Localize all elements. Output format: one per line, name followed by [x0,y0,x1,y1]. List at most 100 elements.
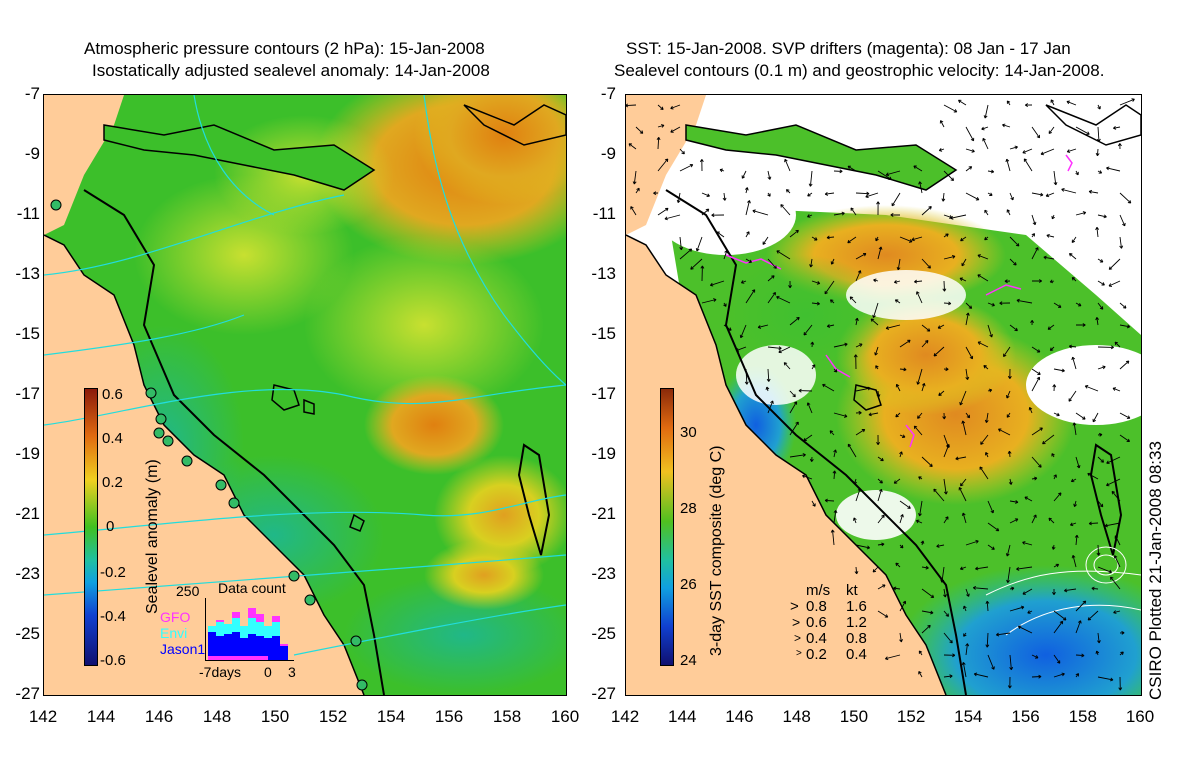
velocity-arrow [849,296,857,304]
inset-xlabel: 0 [264,664,272,680]
velocity-arrow [1007,368,1012,379]
sst-colorbar-label: 3-day SST composite (deg C) [708,445,725,656]
velocity-arrow [877,246,883,260]
velocity-arrow [1070,478,1077,483]
velocity-arrow [628,143,637,150]
velocity-arrow [899,236,913,243]
velocity-arrow [921,382,926,392]
velocity-arrow [723,250,728,260]
velocity-arrow [943,653,956,658]
velocity-arrow [875,365,879,370]
right-x-tick: 150 [839,707,869,726]
left-x-tick: 148 [202,707,232,726]
velocity-arrow [921,324,931,332]
velocity-arrow [635,187,640,194]
velocity-arrow [744,368,749,385]
velocity-arrow [943,104,958,113]
velocity-arrow [809,258,813,268]
inset-series-gfo: GFO [160,609,191,625]
left-y-tick: -15 [15,324,40,343]
velocity-arrow [965,368,970,380]
velocity-arrow [1071,554,1077,568]
velocity-arrow [921,339,929,348]
velocity-arrow [876,201,880,216]
left-y-tick: -9 [24,144,40,163]
velocity-arrow [830,258,835,265]
velocity-arrow [985,600,990,612]
velocity-arrow [811,500,816,507]
velocity-arrow [767,400,774,414]
velocity-arrow [716,231,725,238]
velocity-arrow [965,346,974,360]
velocity-arrow [1003,346,1011,358]
velocity-arrow [877,170,892,180]
velocity-arrow [1009,605,1025,612]
velocity-arrow [1097,302,1104,310]
left-x-tick: 160 [550,707,580,726]
data-count-inset [205,598,294,661]
velocity-arrow [965,539,979,546]
velocity-arrow [847,443,857,458]
velocity-arrow [1110,576,1121,590]
velocity-arrow [745,289,756,304]
velocity-arrow [943,443,950,458]
cb-tick: -0.6 [100,652,126,669]
velocity-arrow [1106,478,1121,487]
velocity-legend-kt-header: kt [846,582,858,599]
velocity-arrow [1068,390,1077,402]
velocity-arrow [1009,192,1014,201]
velocity-arrow [1023,158,1033,172]
sealevel-colorbar [84,388,98,666]
velocity-arrow [744,187,749,194]
velocity-arrow [895,412,901,418]
velocity-arrow [709,280,725,287]
velocity-arrow [766,368,771,382]
velocity-arrow [1031,654,1039,659]
velocity-legend-ms: 0.6 [806,614,827,631]
velocity-arrow [894,299,901,304]
velocity-arrow [876,434,880,446]
velocity-arrow [921,206,932,216]
cb-tick: 0 [106,518,115,535]
velocity-arrow [1104,522,1121,528]
velocity-arrow [1108,258,1121,270]
velocity-arrow [824,191,835,196]
velocity-arrow [778,346,791,354]
velocity-arrow [1024,496,1033,502]
velocity-arrow [789,390,796,398]
velocity-legend-kt: 0.4 [846,646,867,663]
right-y-tick: -21 [591,504,616,523]
velocity-arrow [701,208,710,216]
velocity-arrow [884,654,901,661]
velocity-arrow [810,341,815,348]
velocity-arrow [1119,236,1124,249]
right-title-line2: Sealevel contours (0.1 m) and geostrophi… [614,61,1105,80]
velocity-arrow [776,295,791,304]
velocity-arrow [875,236,879,242]
velocity-arrow [1053,654,1061,664]
velocity-arrow [855,343,863,348]
velocity-arrow [700,265,705,282]
velocity-arrow [854,566,859,575]
velocity-arrow [965,302,973,309]
velocity-arrow [1071,277,1077,282]
velocity-arrow [1097,280,1105,286]
velocity-arrow [699,159,704,172]
velocity-arrow [1048,126,1055,135]
velocity-arrow [877,478,883,484]
velocity-arrow [711,213,725,218]
velocity-arrow [961,258,967,267]
velocity-arrow [893,478,901,484]
inset-xlabel: 3 [288,664,296,680]
velocity-arrow [943,478,948,495]
velocity-arrow [811,236,818,241]
velocity-arrow [679,163,694,172]
velocity-arrow [1002,123,1011,128]
velocity-arrow [833,342,848,348]
velocity-arrow [741,170,747,179]
velocity-arrow [1052,384,1057,392]
velocity-arrow [943,516,949,524]
velocity-arrow [1053,474,1057,480]
velocity-arrow [899,339,911,348]
velocity-arrow [1087,472,1099,480]
